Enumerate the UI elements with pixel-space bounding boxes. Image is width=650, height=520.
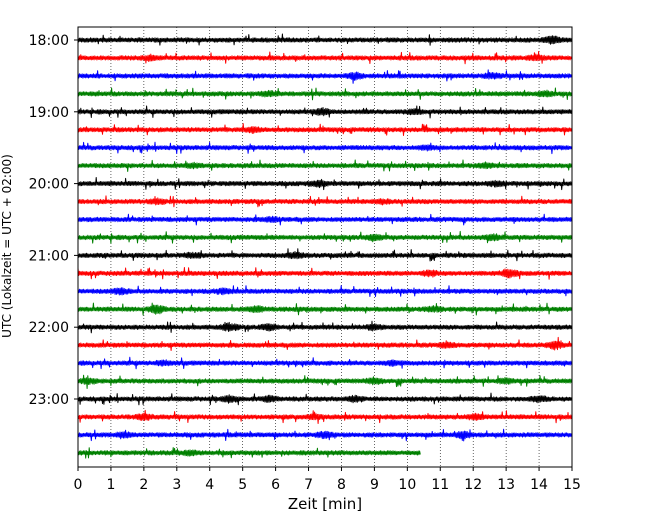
trace-1845 bbox=[77, 87, 572, 101]
trace-1830 bbox=[77, 69, 572, 84]
x-tick-label: 1 bbox=[106, 477, 115, 493]
grid-lines bbox=[110, 27, 540, 467]
trace-2015 bbox=[77, 195, 572, 208]
trace-2200 bbox=[77, 320, 572, 334]
trace-2345 bbox=[77, 447, 421, 459]
x-axis-label: Zeit [min] bbox=[288, 495, 362, 513]
trace-2215 bbox=[77, 336, 572, 351]
x-tick-label: 7 bbox=[304, 477, 313, 493]
trace-2115 bbox=[77, 267, 572, 280]
y-tick-label: 20:00 bbox=[29, 177, 69, 193]
x-tick-label: 12 bbox=[464, 477, 482, 493]
x-tick-label: 0 bbox=[74, 477, 83, 493]
trace-2330 bbox=[77, 428, 572, 442]
x-tick-label: 10 bbox=[398, 477, 416, 493]
trace-2100 bbox=[77, 248, 572, 262]
trace-1815 bbox=[77, 51, 572, 65]
trace-1900 bbox=[77, 105, 572, 119]
x-axis: 0 1 2 3 4 5 6 7 8 9 10 11 12 13 14 15 bbox=[74, 467, 581, 493]
x-tick-label: 11 bbox=[431, 477, 449, 493]
trace-1945 bbox=[77, 159, 572, 172]
x-tick-label: 6 bbox=[271, 477, 280, 493]
y-tick-label: 23:00 bbox=[29, 392, 69, 408]
trace-2030 bbox=[77, 213, 572, 226]
x-tick-label: 3 bbox=[172, 477, 181, 493]
trace-2245 bbox=[77, 374, 572, 389]
trace-2300 bbox=[77, 392, 572, 406]
x-tick-label: 5 bbox=[238, 477, 247, 493]
trace-2000 bbox=[77, 177, 572, 191]
trace-2045 bbox=[77, 230, 572, 244]
y-tick-label: 21:00 bbox=[29, 248, 69, 264]
trace-2130 bbox=[77, 285, 572, 297]
trace-2230 bbox=[77, 356, 572, 370]
x-tick-label: 2 bbox=[139, 477, 148, 493]
trace-2315 bbox=[77, 409, 572, 424]
x-tick-label: 14 bbox=[530, 477, 548, 493]
x-tick-label: 4 bbox=[205, 477, 214, 493]
trace-1800 bbox=[77, 33, 572, 46]
x-tick-label: 9 bbox=[370, 477, 379, 493]
y-axis: 18:00 19:00 20:00 21:00 22:00 23:00 bbox=[29, 33, 78, 408]
traces bbox=[77, 33, 572, 459]
x-tick-label: 15 bbox=[563, 477, 581, 493]
x-tick-label: 8 bbox=[337, 477, 346, 493]
trace-1915 bbox=[77, 123, 572, 136]
y-tick-label: 22:00 bbox=[29, 320, 69, 336]
trace-1930 bbox=[77, 141, 572, 155]
y-tick-label: 19:00 bbox=[29, 105, 69, 121]
plot-frame bbox=[77, 26, 573, 468]
trace-2145 bbox=[77, 302, 572, 316]
y-axis-label: UTC (Lokalzeit = UTC + 02:00) bbox=[0, 154, 14, 338]
y-tick-label: 18:00 bbox=[29, 33, 69, 49]
x-tick-label: 13 bbox=[497, 477, 515, 493]
